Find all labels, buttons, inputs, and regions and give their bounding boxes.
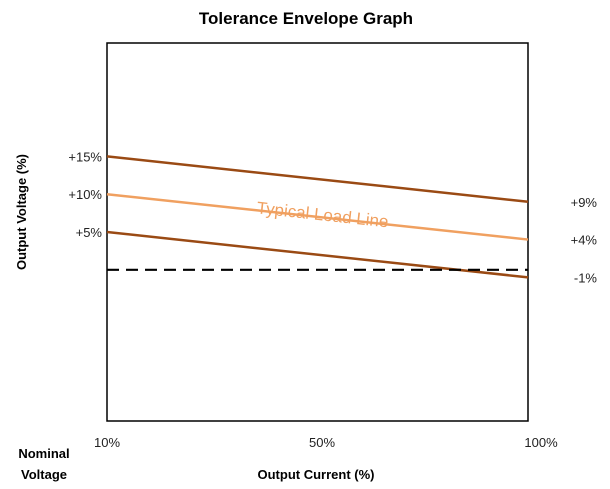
series-line-typical bbox=[106, 192, 529, 241]
x-axis-title: Output Current (%) bbox=[258, 467, 375, 482]
end-label: +9% bbox=[571, 195, 598, 210]
series-line-upper bbox=[106, 155, 529, 204]
corner-label-line2: Voltage bbox=[21, 467, 67, 482]
chart-title: Tolerance Envelope Graph bbox=[199, 9, 413, 28]
end-label: -1% bbox=[574, 270, 598, 285]
x-tick-label: 50% bbox=[309, 435, 335, 450]
y-axis-title: Output Voltage (%) bbox=[14, 154, 29, 270]
x-tick-label: 10% bbox=[94, 435, 120, 450]
series-layer bbox=[106, 155, 529, 279]
series-label: Typical Load Line bbox=[256, 198, 390, 231]
labels-layer: Typical Load Line +15% +9% +10% +4% +5% -1% bbox=[68, 149, 597, 285]
start-label: +5% bbox=[76, 225, 103, 240]
x-tick-label: 100% bbox=[524, 435, 558, 450]
end-label: +4% bbox=[571, 233, 598, 248]
start-label: +15% bbox=[68, 149, 102, 164]
corner-label-line1: Nominal bbox=[18, 446, 69, 461]
start-label: +10% bbox=[68, 187, 102, 202]
